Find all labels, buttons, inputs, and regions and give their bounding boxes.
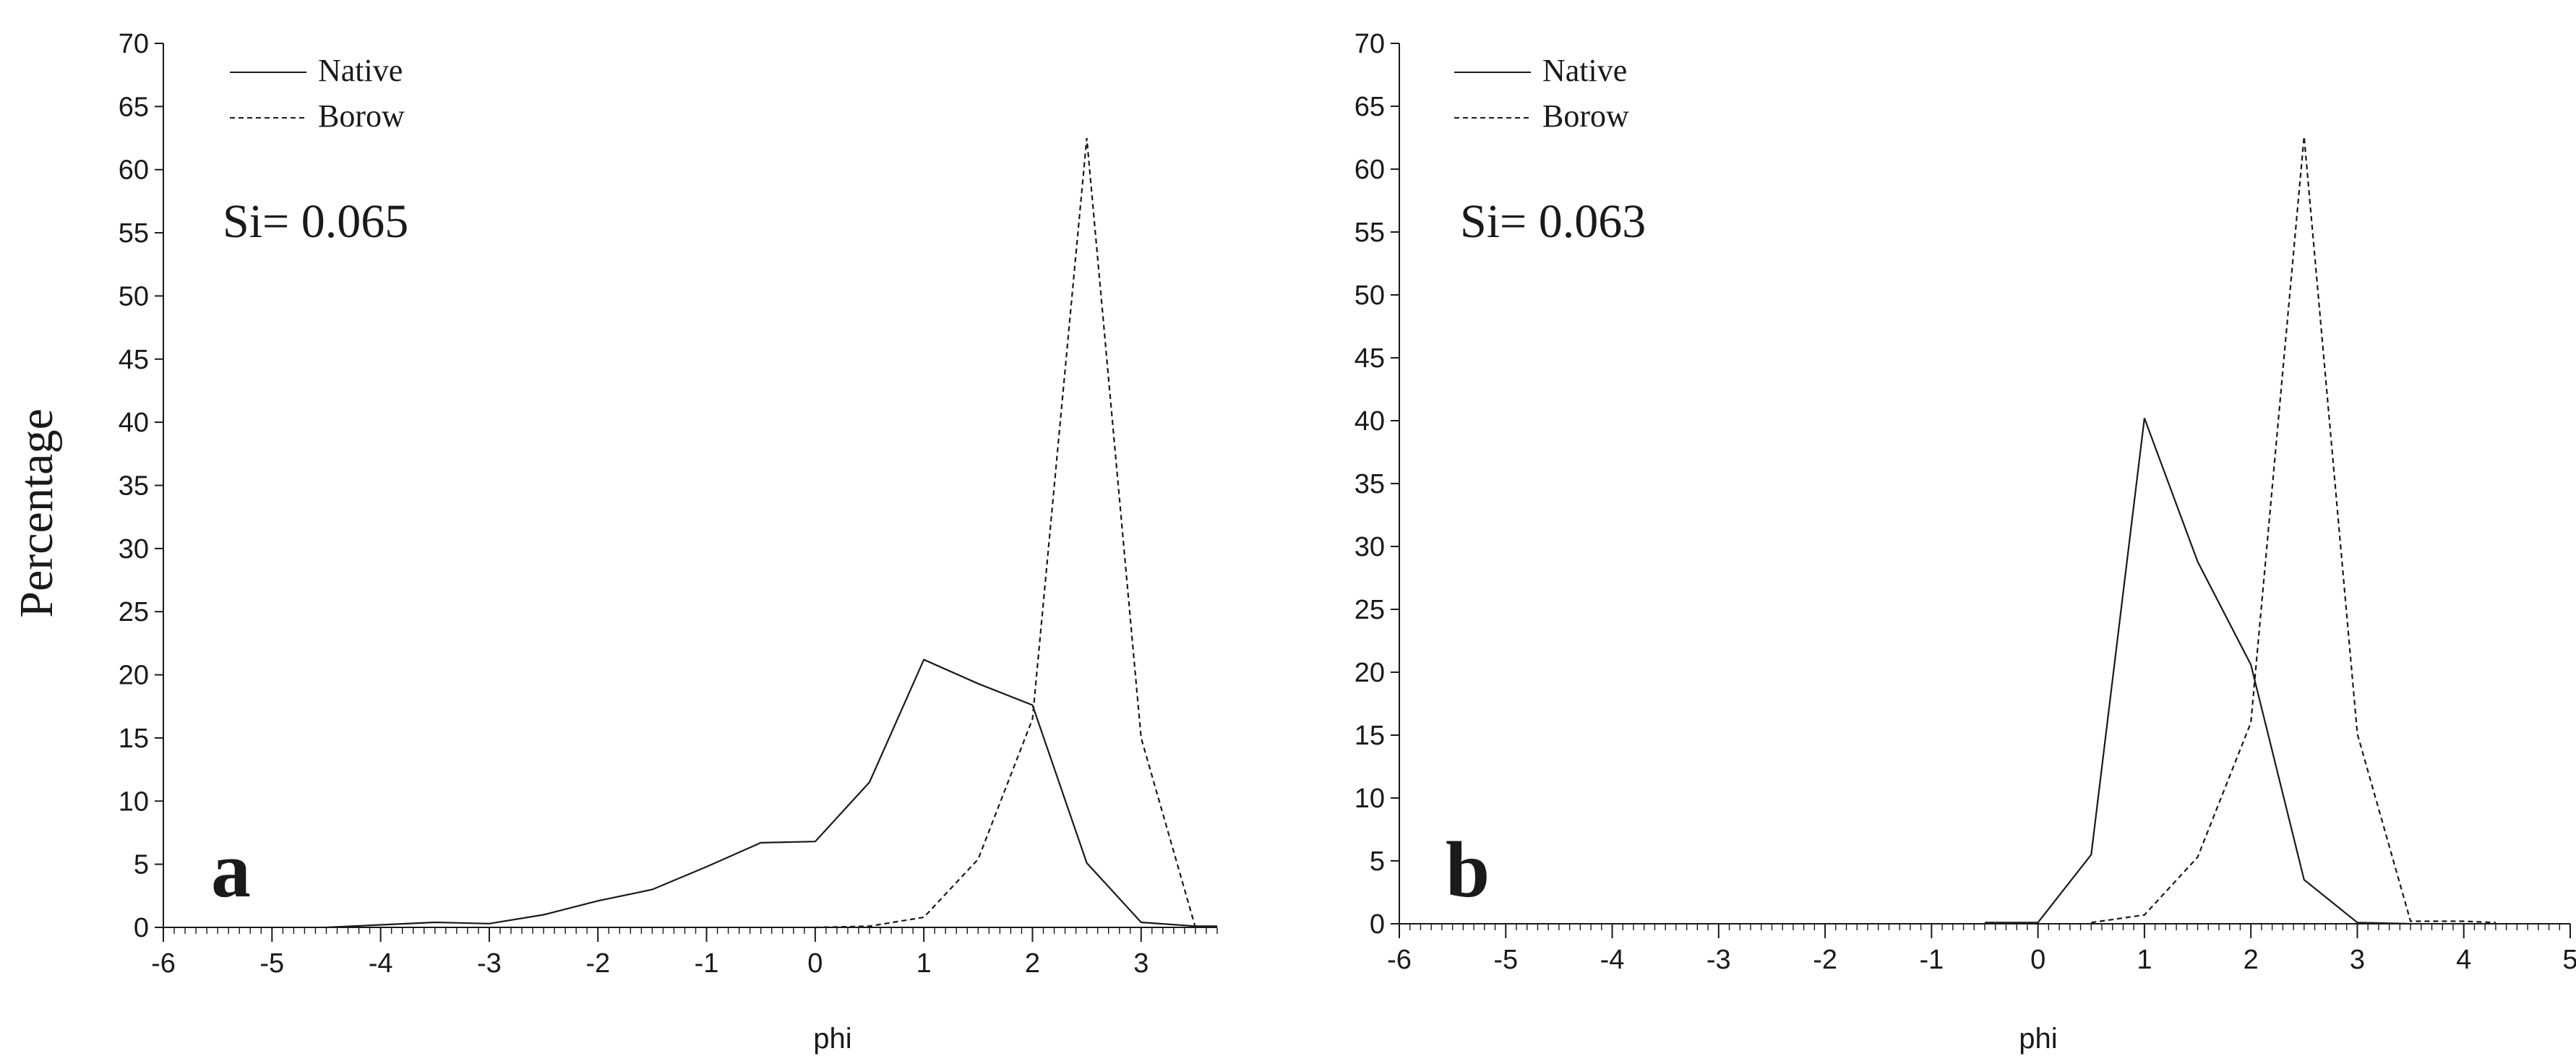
y-tick-label: 10 [1354,784,1385,814]
series-line-native [1985,418,2411,925]
legend: Native Borow [230,53,405,134]
y-tick-label: 30 [119,534,149,565]
series-line-borow [815,137,1196,929]
y-tick-label: 5 [134,850,149,880]
x-tick-label: 5 [2562,945,2576,975]
si-annotation: Si= 0.065 [223,195,408,248]
x-tick-label: 0 [2030,945,2045,975]
y-tick-label: 60 [1354,155,1385,185]
x-tick-label: -2 [585,948,610,979]
y-tick-label: 55 [1354,218,1385,248]
panel-letter: a [211,825,251,914]
legend-label-borow: Borow [1542,98,1629,134]
y-tick-label: 10 [119,786,149,817]
x-tick-label: 4 [2456,945,2471,975]
legend-label-native: Native [318,53,403,88]
y-tick-label: 70 [119,29,149,59]
y-tick-label: 65 [119,92,149,122]
y-tick-label: 60 [119,155,149,186]
y-tick-label: 0 [134,913,149,943]
x-tick-label: 1 [916,948,932,979]
x-tick-label: -6 [1387,945,1412,975]
y-tick-label: 25 [119,597,149,627]
x-tick-label: 1 [2137,945,2152,975]
x-tick-label: -1 [1919,945,1944,975]
series-line-native [326,658,1217,929]
x-tick-label: -1 [695,948,719,979]
y-tick-label: 20 [119,661,149,691]
y-tick-label: 5 [1370,846,1385,877]
y-tick-label: 15 [119,724,149,754]
x-axis-title: phi [2019,1023,2057,1055]
y-tick-label: 15 [1354,721,1385,751]
x-tick-label: -4 [369,948,393,979]
y-tick-label: 50 [1354,280,1385,311]
x-tick-label: 2 [1025,948,1040,979]
y-tick-label: 40 [119,408,149,438]
si-annotation: Si= 0.063 [1460,195,1646,248]
legend: Native Borow [1454,53,1629,134]
y-tick-label: 35 [119,471,149,502]
x-tick-label: -6 [151,948,176,979]
legend-label-native: Native [1542,53,1627,88]
series-line-borow [2091,136,2496,924]
y-axis-title: Percentage [10,408,63,618]
y-tick-label: 65 [1354,92,1385,122]
y-tick-label: 45 [1354,343,1385,374]
legend-label-borow: Borow [318,98,405,134]
y-tick-label: 0 [1370,909,1385,940]
x-tick-label: 3 [1133,948,1149,979]
x-tick-label: -5 [1493,945,1518,975]
y-tick-label: 25 [1354,595,1385,625]
x-axis-title: phi [813,1023,851,1055]
x-tick-label: -3 [477,948,502,979]
y-tick-label: 35 [1354,469,1385,499]
y-tick-label: 45 [119,345,149,375]
x-tick-label: 3 [2350,945,2365,975]
x-tick-label: -3 [1706,945,1731,975]
panel-letter: b [1446,825,1490,914]
y-tick-label: 40 [1354,406,1385,437]
y-tick-label: 30 [1354,532,1385,562]
x-tick-label: 2 [2244,945,2259,975]
x-tick-label: -4 [1600,945,1625,975]
x-tick-label: -2 [1813,945,1837,975]
x-tick-label: 0 [807,948,823,979]
y-tick-label: 70 [1354,29,1385,59]
y-tick-label: 50 [119,281,149,312]
y-tick-label: 55 [119,218,149,249]
x-tick-label: -5 [259,948,284,979]
y-tick-label: 20 [1354,658,1385,688]
